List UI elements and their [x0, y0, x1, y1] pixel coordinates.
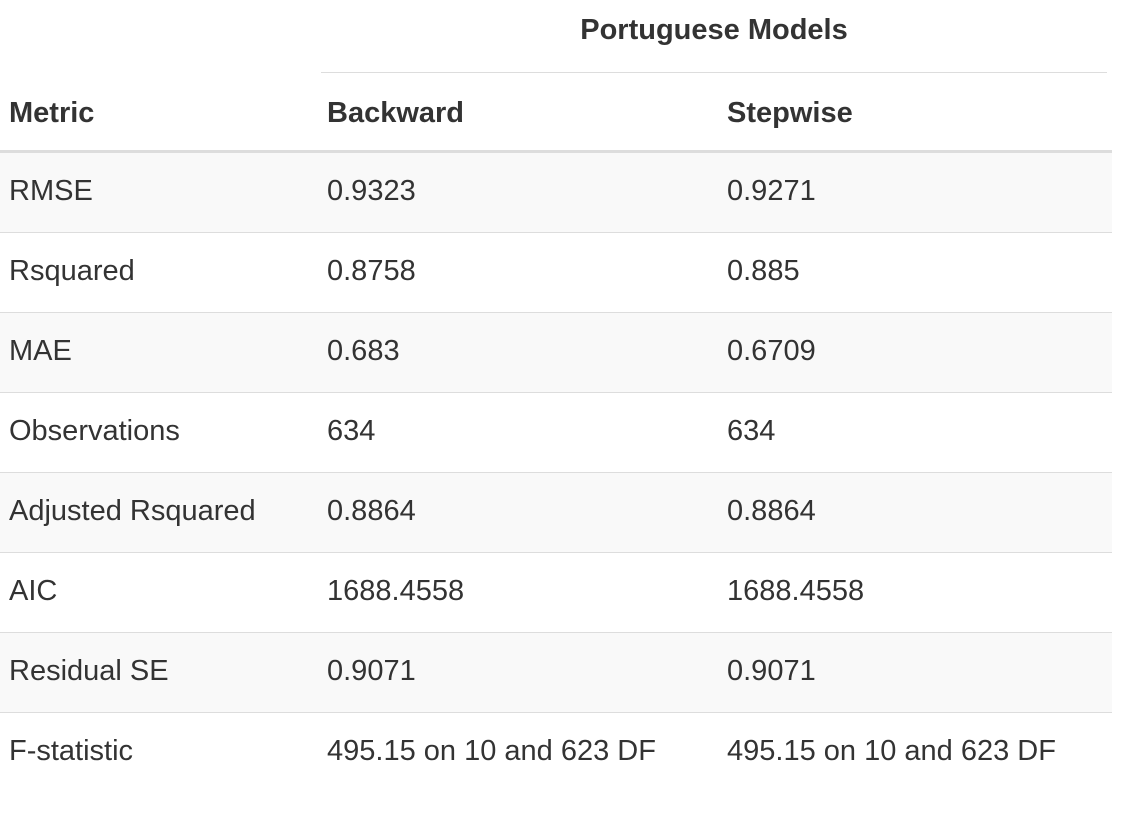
table-row: F-statistic 495.15 on 10 and 623 DF 495.…: [0, 713, 1112, 793]
table-row: Rsquared 0.8758 0.885: [0, 233, 1112, 313]
stepwise-cell: 634: [727, 415, 776, 447]
metric-cell: Adjusted Rsquared: [9, 495, 256, 527]
backward-cell: 634: [327, 415, 376, 447]
backward-cell: 0.8864: [327, 495, 416, 527]
stepwise-cell: 0.9271: [727, 175, 816, 207]
backward-cell: 0.9071: [327, 655, 416, 687]
backward-cell: 0.8758: [327, 255, 416, 287]
table-row: RMSE 0.9323 0.9271: [0, 153, 1112, 233]
metric-cell: Rsquared: [9, 255, 135, 287]
table-row: Observations 634 634: [0, 393, 1112, 473]
metric-cell: AIC: [9, 575, 58, 607]
backward-cell: 0.683: [327, 335, 400, 367]
column-header-stepwise: Stepwise: [727, 97, 853, 129]
spanner-header-row: Portuguese Models: [0, 0, 1122, 73]
table-row: AIC 1688.4558 1688.4558: [0, 553, 1112, 633]
column-header-row: Metric Backward Stepwise: [0, 73, 1112, 153]
stepwise-cell: 0.885: [727, 255, 800, 287]
backward-cell: 495.15 on 10 and 623 DF: [327, 735, 656, 767]
spanner-header: Portuguese Models: [321, 0, 1107, 73]
stepwise-cell: 0.6709: [727, 335, 816, 367]
spanner-label: Portuguese Models: [580, 14, 848, 46]
table-row: Adjusted Rsquared 0.8864 0.8864: [0, 473, 1112, 553]
column-header-backward: Backward: [327, 97, 465, 129]
stepwise-cell: 0.8864: [727, 495, 816, 527]
metric-cell: MAE: [9, 335, 72, 367]
metric-cell: Observations: [9, 415, 180, 447]
metrics-table: Portuguese Models Metric Backward Stepwi…: [0, 0, 1122, 793]
column-header-metric: Metric: [9, 97, 95, 129]
table-row: Residual SE 0.9071 0.9071: [0, 633, 1112, 713]
backward-cell: 0.9323: [327, 175, 416, 207]
stepwise-cell: 495.15 on 10 and 623 DF: [727, 735, 1056, 767]
stepwise-cell: 0.9071: [727, 655, 816, 687]
table-row: MAE 0.683 0.6709: [0, 313, 1112, 393]
metric-cell: RMSE: [9, 175, 93, 207]
metric-cell: F-statistic: [9, 735, 134, 767]
metric-cell: Residual SE: [9, 655, 169, 687]
stepwise-cell: 1688.4558: [727, 575, 865, 607]
backward-cell: 1688.4558: [327, 575, 465, 607]
